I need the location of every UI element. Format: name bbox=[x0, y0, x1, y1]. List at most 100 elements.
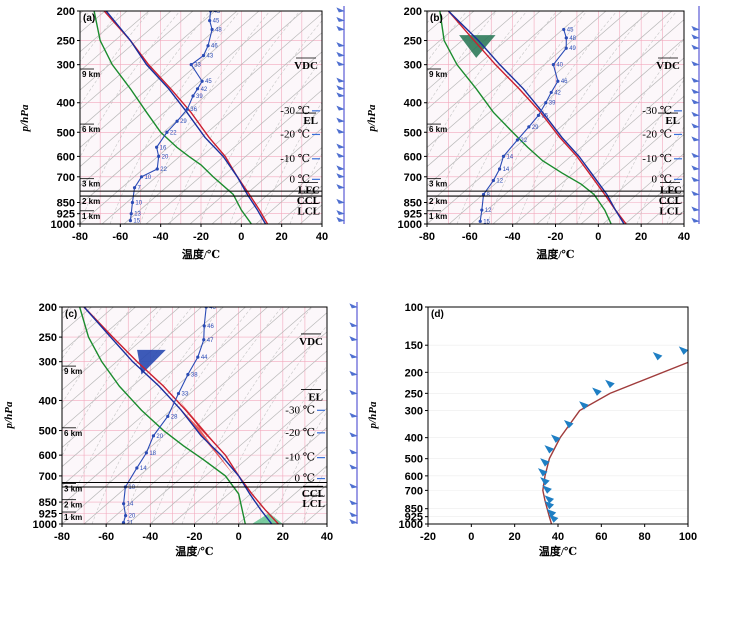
wind-barb bbox=[336, 173, 346, 179]
wind-speed-label: 10 bbox=[128, 485, 135, 491]
wind-barb bbox=[336, 42, 346, 48]
dry-adiabat-line bbox=[691, 11, 754, 224]
wind-speed-label: 7 bbox=[138, 186, 142, 192]
y-tick-label: 850 bbox=[39, 497, 57, 509]
moist-adiabat-line bbox=[199, 20, 322, 224]
wind-barb bbox=[691, 34, 701, 40]
wind-point bbox=[144, 451, 148, 455]
level-marker-label: EL bbox=[665, 115, 680, 127]
wind-point bbox=[191, 94, 195, 98]
panel-label: (c) bbox=[65, 309, 77, 320]
wind-point bbox=[556, 79, 560, 83]
wind-barb bbox=[336, 143, 346, 149]
wind-barb bbox=[349, 336, 359, 342]
dry-adiabat-line bbox=[62, 307, 114, 353]
wind-barb bbox=[349, 432, 359, 438]
y-axis-label: p/hPa bbox=[19, 104, 31, 132]
wind-barb bbox=[550, 434, 561, 443]
wind-point bbox=[186, 372, 190, 377]
wind-point bbox=[544, 101, 548, 105]
wind-point bbox=[515, 138, 519, 142]
wind_speed-line bbox=[542, 361, 688, 524]
dry-adiabat-line bbox=[80, 11, 194, 110]
y-tick-label: 500 bbox=[404, 127, 422, 139]
wind-barb bbox=[691, 123, 701, 129]
wind-profile-line bbox=[479, 29, 567, 222]
wind-speed-label: 12 bbox=[485, 208, 492, 214]
wind-speed-label: 42 bbox=[201, 87, 208, 93]
wind-speed-label: 15 bbox=[133, 219, 140, 225]
height-label: 2 km bbox=[82, 197, 100, 206]
y-tick-label: 100 bbox=[405, 302, 423, 314]
y-tick-label: 1000 bbox=[399, 519, 423, 531]
wind-speed-label: 14 bbox=[127, 502, 134, 508]
dry-adiabat-line bbox=[127, 350, 327, 524]
wind-barb bbox=[691, 217, 701, 223]
dry-adiabat-line bbox=[80, 11, 238, 148]
y-tick-label: 200 bbox=[405, 367, 423, 379]
wind-barb bbox=[336, 198, 346, 204]
height-label: 1 km bbox=[82, 212, 100, 221]
wind-barb bbox=[336, 105, 346, 111]
height-label: 1 km bbox=[429, 212, 447, 221]
dry-adiabat-line bbox=[123, 51, 322, 224]
wind-barb bbox=[349, 483, 359, 489]
wind-speed-label: 29 bbox=[180, 119, 187, 125]
moist-adiabat-line bbox=[151, 307, 283, 524]
y-tick-label: 925 bbox=[39, 508, 57, 520]
x-tick-label: -60 bbox=[112, 231, 128, 243]
x-tick-label: -60 bbox=[462, 231, 478, 243]
dry-adiabat-line bbox=[281, 484, 327, 524]
moist-adiabat-line bbox=[181, 307, 313, 524]
dry-adiabat-line bbox=[514, 76, 684, 224]
wind-barb bbox=[349, 389, 359, 395]
temperature-line bbox=[447, 11, 627, 224]
wind-speed-label: 46 bbox=[207, 324, 214, 330]
moist-adiabat-line bbox=[271, 410, 327, 524]
wind-point bbox=[202, 324, 206, 328]
y-tick-label: 300 bbox=[57, 60, 75, 72]
wind-speed-label: 20 bbox=[156, 434, 163, 440]
moist-adiabat-line bbox=[121, 307, 253, 524]
wind-speed-label: 45 bbox=[567, 27, 574, 33]
height-label: 9 km bbox=[429, 70, 447, 79]
wind-speed-label: 33 bbox=[194, 63, 201, 69]
wind-barb bbox=[336, 165, 346, 171]
wind-point bbox=[196, 355, 200, 359]
dry-adiabat-line bbox=[80, 11, 128, 53]
dry-adiabat-line bbox=[62, 307, 136, 372]
y-tick-label: 500 bbox=[39, 426, 57, 438]
wind-point bbox=[155, 167, 159, 171]
wind-speed-label: 46 bbox=[209, 305, 216, 311]
wind-speed-label: 22 bbox=[160, 167, 167, 173]
wind-point bbox=[527, 125, 531, 129]
dry-adiabat-line bbox=[255, 166, 322, 224]
y-tick-label: 400 bbox=[404, 98, 422, 110]
wind-profile-line bbox=[122, 307, 207, 523]
wind-point bbox=[151, 434, 156, 438]
dry-adiabat-line bbox=[427, 11, 585, 148]
wind-point bbox=[480, 208, 484, 212]
y-tick-label: 850 bbox=[404, 197, 422, 209]
wind-point bbox=[478, 219, 482, 223]
moist-adiabat-line bbox=[516, 11, 648, 224]
y-tick-label: 700 bbox=[405, 485, 423, 497]
dry-adiabat-line bbox=[80, 13, 322, 224]
wind-speed-label: 38 bbox=[191, 373, 198, 379]
plot-area bbox=[428, 307, 688, 524]
dry-adiabat-line bbox=[189, 108, 322, 224]
wind-speed-label: 15 bbox=[483, 219, 490, 225]
x-tick-label: 20 bbox=[635, 231, 647, 243]
temperature-line bbox=[83, 307, 279, 524]
x-tick-label: 40 bbox=[552, 531, 564, 543]
wind-point bbox=[139, 175, 144, 179]
wind-speed-label: 46 bbox=[211, 44, 218, 50]
wind-barb bbox=[544, 445, 555, 454]
wind-barb bbox=[691, 44, 701, 50]
wind-point bbox=[200, 79, 204, 83]
dry-adiabat-line bbox=[62, 307, 224, 448]
wind-barb bbox=[336, 16, 346, 22]
dry-adiabat-line bbox=[149, 369, 327, 524]
